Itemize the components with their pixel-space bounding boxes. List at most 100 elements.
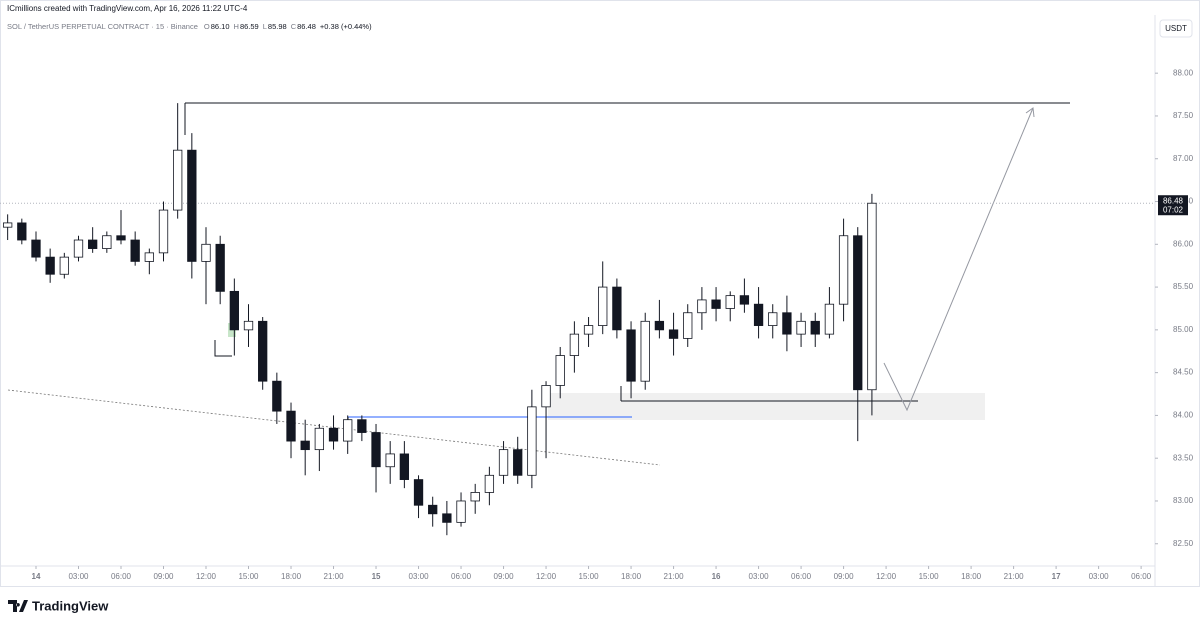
candle-body bbox=[343, 419, 353, 442]
last-price-label: 86.48 bbox=[1163, 196, 1184, 205]
x-tick-label: 21:00 bbox=[324, 572, 345, 581]
x-tick-label: 09:00 bbox=[153, 572, 174, 581]
countdown: 07:02 bbox=[1163, 205, 1184, 214]
x-tick-label: 18:00 bbox=[621, 572, 642, 581]
x-tick-label: 21:00 bbox=[1004, 572, 1025, 581]
x-tick-label: 03:00 bbox=[749, 572, 770, 581]
plot: 82.50 83.00 83.50 84.00 84.50 85.00 85.50 86.00… bbox=[0, 68, 1194, 581]
candle-body bbox=[73, 239, 84, 258]
ohlc-value: 85.98 bbox=[268, 22, 287, 31]
x-tick-label: 18:00 bbox=[281, 572, 302, 581]
candle-body bbox=[824, 303, 835, 335]
candle-body bbox=[187, 149, 197, 262]
candle-body bbox=[598, 286, 608, 326]
x-tick-label: 03:00 bbox=[409, 572, 430, 581]
candle-body bbox=[541, 385, 551, 408]
candle-body bbox=[314, 427, 325, 451]
candle-body bbox=[413, 479, 424, 506]
symbol: SOL / TetherUS PERPETUAL CONTRACT · 15 ·… bbox=[7, 22, 198, 31]
y-tick-label: 87.50 bbox=[1173, 111, 1194, 120]
x-tick-label: 03:00 bbox=[1089, 572, 1110, 581]
x-tick-label: 15 bbox=[372, 572, 381, 581]
y-tick-label: 85.50 bbox=[1173, 282, 1194, 291]
candle-body bbox=[725, 295, 735, 309]
currency: USDT bbox=[1165, 24, 1187, 33]
candle-body bbox=[583, 325, 594, 335]
candle-body bbox=[626, 329, 636, 382]
candle-body bbox=[484, 474, 495, 493]
candle-body bbox=[258, 320, 268, 382]
candle-body bbox=[371, 432, 381, 468]
candle-body bbox=[569, 333, 580, 356]
candle-body bbox=[796, 320, 806, 335]
x-tick-label: 06:00 bbox=[111, 572, 132, 581]
candle-body bbox=[201, 243, 211, 262]
candle-body bbox=[300, 440, 310, 451]
candle-body bbox=[243, 320, 254, 331]
candle-body bbox=[697, 299, 707, 314]
x-tick-label: 03:00 bbox=[68, 572, 89, 581]
ohlc-key: C bbox=[291, 22, 297, 31]
arrow-head bbox=[1025, 107, 1035, 118]
ohlc-value: 86.59 bbox=[240, 22, 259, 31]
x-tick-label: 21:00 bbox=[664, 572, 685, 581]
candle-body bbox=[853, 235, 863, 391]
candle-body bbox=[527, 406, 537, 476]
x-tick-label: 06:00 bbox=[1131, 572, 1152, 581]
x-tick-label: 09:00 bbox=[494, 572, 515, 581]
candle-body bbox=[456, 500, 466, 523]
candle-body bbox=[782, 312, 792, 335]
y-tick-label: 84.50 bbox=[1173, 368, 1194, 377]
candle-body bbox=[612, 286, 622, 331]
legend: SOL / TetherUS PERPETUAL CONTRACT · 15 ·… bbox=[7, 22, 372, 31]
brand-logo bbox=[8, 600, 28, 612]
zone-box bbox=[548, 393, 985, 420]
x-tick-label: 16 bbox=[712, 572, 721, 581]
x-tick-label: 14 bbox=[32, 572, 41, 581]
ohlc-key: H bbox=[234, 22, 239, 31]
x-tick-label: 12:00 bbox=[536, 572, 557, 581]
candle-body bbox=[711, 299, 721, 309]
ohlc-key: L bbox=[263, 22, 267, 31]
candle-body bbox=[158, 209, 169, 254]
candle-body bbox=[3, 222, 13, 228]
candle-body bbox=[739, 295, 750, 305]
bracket bbox=[214, 340, 232, 357]
x-tick-label: 06:00 bbox=[791, 572, 812, 581]
x-tick-label: 06:00 bbox=[451, 572, 472, 581]
candle-body bbox=[59, 256, 69, 275]
candle-body bbox=[470, 492, 480, 502]
candle-body bbox=[753, 303, 764, 326]
ohlc-key: O bbox=[204, 22, 210, 31]
candle-body bbox=[683, 312, 693, 339]
candle-body bbox=[130, 239, 140, 262]
brand: TradingView bbox=[32, 598, 109, 613]
candle-body bbox=[17, 222, 27, 241]
candle-body bbox=[286, 410, 296, 442]
x-tick-label: 15:00 bbox=[238, 572, 259, 581]
y-tick-label: 88.00 bbox=[1173, 68, 1194, 77]
x-tick-label: 12:00 bbox=[196, 572, 217, 581]
y-tick-label: 84.00 bbox=[1173, 411, 1194, 420]
candle-body bbox=[144, 252, 154, 262]
candle-body bbox=[498, 449, 509, 476]
candle-body bbox=[272, 380, 282, 412]
last-price-box bbox=[1158, 195, 1188, 216]
candle-body bbox=[668, 329, 679, 339]
x-tick-label: 18:00 bbox=[961, 572, 982, 581]
x-tick-label: 09:00 bbox=[834, 572, 855, 581]
x-tick-label: 12:00 bbox=[876, 572, 897, 581]
y-tick-label: 82.50 bbox=[1173, 539, 1194, 548]
candle-body bbox=[88, 239, 98, 249]
candle-body bbox=[399, 453, 410, 480]
candle-body bbox=[838, 235, 849, 305]
change: +0.38 (+0.44%) bbox=[320, 22, 372, 31]
candle-body bbox=[45, 256, 55, 275]
y-tick-label: 85.00 bbox=[1173, 325, 1194, 334]
candle-body bbox=[810, 320, 820, 335]
currency-button[interactable] bbox=[1159, 19, 1193, 38]
candle-body bbox=[173, 149, 183, 211]
candle-body bbox=[768, 312, 778, 326]
x-tick-label: 15:00 bbox=[919, 572, 940, 581]
